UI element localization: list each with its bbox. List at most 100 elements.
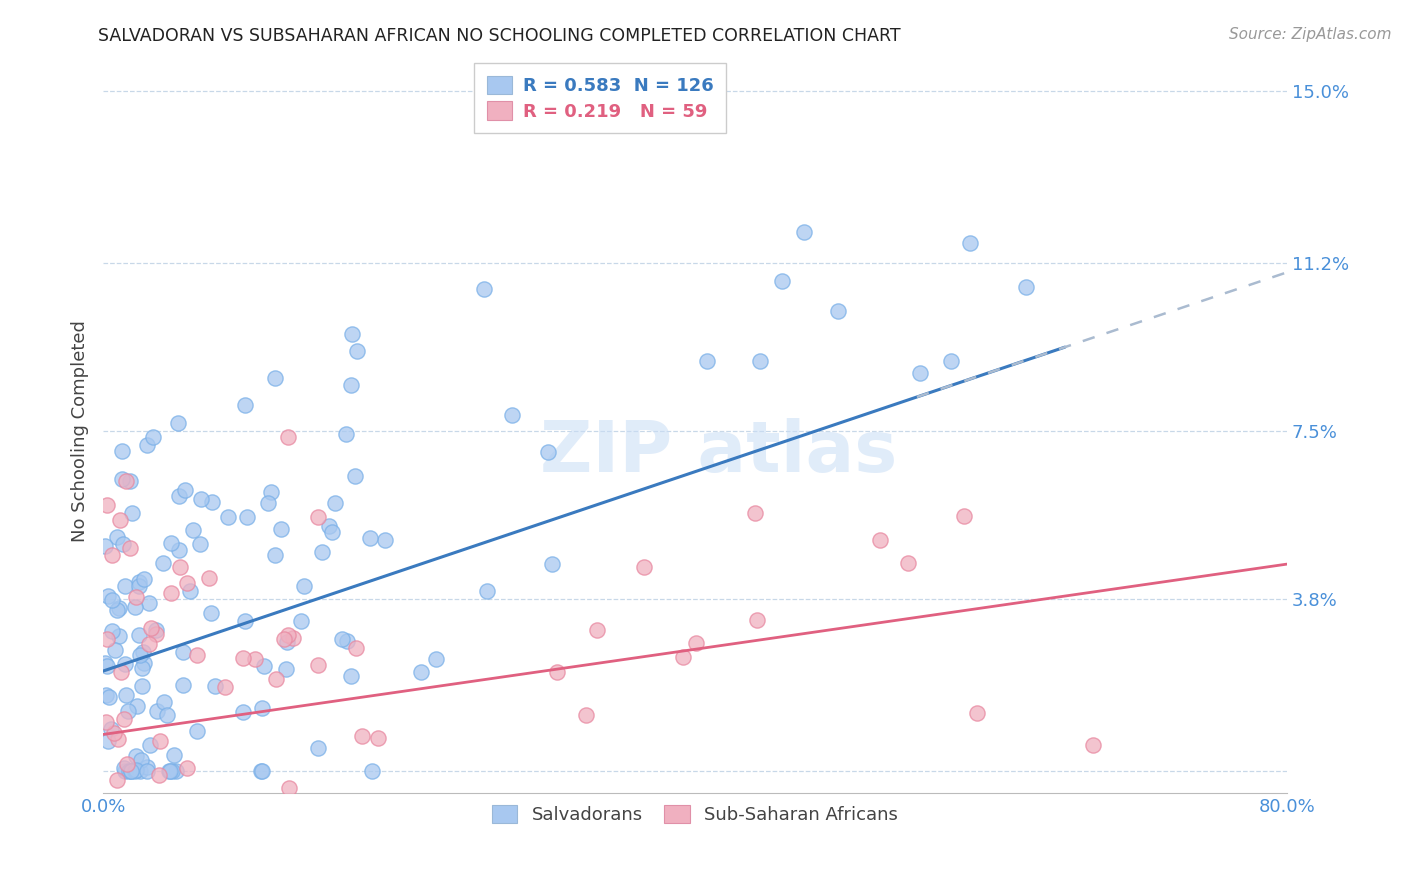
Point [125,763,148,777]
Point [96,689,118,703]
Point [330,632,353,647]
Point [131,679,153,693]
Point [214,680,236,694]
Point [93,540,115,554]
Point [748,353,770,368]
Point [277,628,299,642]
Point [105,530,128,544]
Point [201,495,224,509]
Point [120,541,142,555]
Point [959,235,981,250]
Point [134,572,156,586]
Point [142,429,165,443]
Point [350,729,373,743]
Point [139,621,162,635]
Point [104,642,127,657]
Point [128,575,150,590]
Point [1015,280,1038,294]
Point [1081,738,1104,752]
Point [165,764,187,778]
Point [318,797,340,812]
Point [245,652,267,666]
Point [481,831,503,846]
Point [586,623,609,637]
Point [966,706,988,720]
Point [770,274,793,288]
Point [112,761,135,775]
Point [323,495,346,509]
Point [240,824,263,838]
Point [217,510,239,524]
Point [233,614,256,628]
Point [575,708,598,723]
Point [152,556,174,570]
Point [344,641,367,656]
Point [672,650,695,665]
Point [112,712,135,726]
Point [114,475,136,489]
Point [198,571,221,585]
Point [335,427,357,442]
Point [264,672,287,686]
Point [274,662,297,676]
Point [277,430,299,444]
Point [129,648,152,662]
Point [307,509,329,524]
Point [236,510,259,524]
Point [101,624,124,639]
Point [311,544,333,558]
Point [108,513,131,527]
Point [110,665,132,679]
Point [94,714,117,729]
Point [107,629,129,643]
Point [136,764,159,778]
Point [346,344,368,359]
Point [281,631,304,645]
Point [128,628,150,642]
Point [235,398,257,412]
Point [537,445,560,459]
Point [176,575,198,590]
Point [745,613,768,627]
Point [340,669,363,683]
Point [146,705,169,719]
Point [250,701,273,715]
Point [167,542,190,557]
Point [190,491,212,506]
Point [107,731,129,746]
Point [118,764,141,778]
Point [359,809,381,823]
Point [148,768,170,782]
Point [374,533,396,547]
Point [100,593,122,607]
Point [103,726,125,740]
Point [145,623,167,637]
Point [138,637,160,651]
Point [167,416,190,430]
Point [127,698,149,713]
Point [100,723,122,737]
Point [114,579,136,593]
Point [232,651,254,665]
Point [260,484,283,499]
Point [546,665,568,680]
Point [200,607,222,621]
Point [425,652,447,666]
Point [131,661,153,675]
Point [307,657,329,672]
Point [114,764,136,778]
Point [952,508,974,523]
Point [204,680,226,694]
Point [139,738,162,752]
Text: ZIP atlas: ZIP atlas [540,418,897,487]
Point [292,578,315,592]
Point [108,601,131,615]
Point [160,536,183,550]
Point [96,498,118,512]
Point [120,764,142,778]
Point [277,780,299,795]
Point [361,764,384,778]
Point [96,589,118,603]
Point [172,645,194,659]
Point [96,659,118,673]
